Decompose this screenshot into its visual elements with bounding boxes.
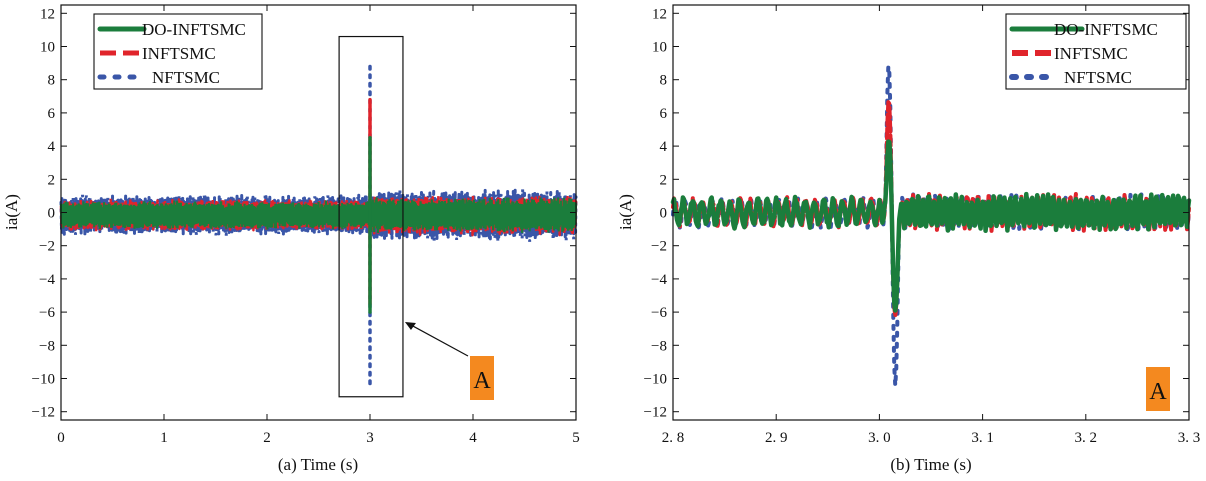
legend-label-nftsmc: NFTSMC (152, 68, 220, 87)
y-tick-label: −2 (651, 239, 667, 255)
annotation-label-box (470, 356, 494, 400)
y-tick-label: −8 (39, 338, 55, 354)
chart-a-legend: DO-INFTSMC INFTSMC NFTSMC (93, 13, 263, 90)
x-tick-label: 0 (57, 430, 65, 446)
x-tick-label: 4 (469, 430, 477, 446)
x-tick-label: 3. 3 (1178, 430, 1201, 446)
y-tick-label: 6 (48, 106, 56, 122)
y-tick-label: 0 (48, 206, 56, 222)
series-do-infstsmc (670, 139, 1192, 313)
chart-b: 2. 8 2. 9 3. 0 3. 1 3. 2 3. 3 −12 −10 −8 −6 −4 −2 0 2… (616, 4, 1201, 474)
chart-b-legend: DO-INFTSMC INFTSMC NFTSMC (1005, 13, 1187, 90)
y-tick-label: −6 (651, 305, 667, 321)
series-do-infstsmc (59, 197, 578, 234)
y-tick-label: −12 (32, 405, 55, 421)
y-tick-label: −8 (651, 338, 667, 354)
y-tick-label: −4 (39, 272, 55, 288)
legend-label-nftsmc: NFTSMC (1064, 68, 1132, 87)
annotation-label-box (1146, 367, 1170, 411)
y-tick-label: 8 (48, 73, 56, 89)
zoom-region-box (338, 35, 404, 398)
y-tick-label: 2 (48, 172, 56, 188)
annotation-arrowhead (404, 322, 416, 331)
y-tick-label: −6 (39, 305, 55, 321)
legend-label-inftsmc: INFTSMC (142, 44, 216, 63)
y-tick-label: 0 (660, 206, 668, 222)
y-tick-label: −10 (644, 372, 667, 388)
y-tick-label: 10 (652, 40, 667, 56)
chart-a-xlabel: (a) Time (s) (278, 455, 358, 474)
y-tick-label: −2 (39, 239, 55, 255)
y-tick-label: 6 (660, 106, 668, 122)
annotation-label: A (1149, 379, 1167, 405)
chart-b-plot-area (670, 64, 1192, 388)
x-tick-label: 3. 2 (1075, 430, 1098, 446)
y-tick-label: 12 (652, 6, 667, 22)
y-tick-label: −4 (651, 272, 667, 288)
legend-label-inftsmc: INFTSMC (1054, 44, 1128, 63)
x-tick-label: 2 (263, 430, 271, 446)
annotation-label: A (473, 368, 491, 394)
x-tick-label: 2. 8 (662, 430, 685, 446)
chart-b-ylabel: ia(A) (616, 194, 635, 230)
chart-a-plot-area (59, 64, 578, 386)
annotation-arrow (412, 325, 469, 357)
x-tick-label: 3 (366, 430, 374, 446)
x-tick-label: 2. 9 (765, 430, 788, 446)
legend-label-do-infstsmc: DO-INFTSMC (142, 20, 246, 39)
chart-a-ylabel: ia(A) (2, 194, 21, 230)
y-tick-label: −10 (32, 372, 55, 388)
y-tick-label: 2 (660, 172, 668, 188)
y-tick-label: 12 (40, 6, 55, 22)
x-tick-label: 5 (572, 430, 580, 446)
chart-b-ticks: 2. 8 2. 9 3. 0 3. 1 3. 2 3. 3 −12 −10 −8 −6 −4 −2 0 2… (644, 5, 1201, 446)
x-tick-label: 3. 0 (868, 430, 891, 446)
chart-b-annotation: A (1146, 367, 1170, 411)
x-tick-label: 3. 1 (971, 430, 994, 446)
y-tick-label: 8 (660, 73, 668, 89)
y-tick-label: 10 (40, 40, 55, 56)
chart-b-xlabel: (b) Time (s) (890, 455, 971, 474)
chart-a-annotation: A (338, 35, 494, 400)
y-tick-label: 4 (48, 139, 56, 155)
y-tick-label: −12 (644, 405, 667, 421)
x-tick-label: 1 (160, 430, 168, 446)
legend-label-do-infstsmc: DO-INFTSMC (1054, 20, 1158, 39)
y-tick-label: 4 (660, 139, 668, 155)
